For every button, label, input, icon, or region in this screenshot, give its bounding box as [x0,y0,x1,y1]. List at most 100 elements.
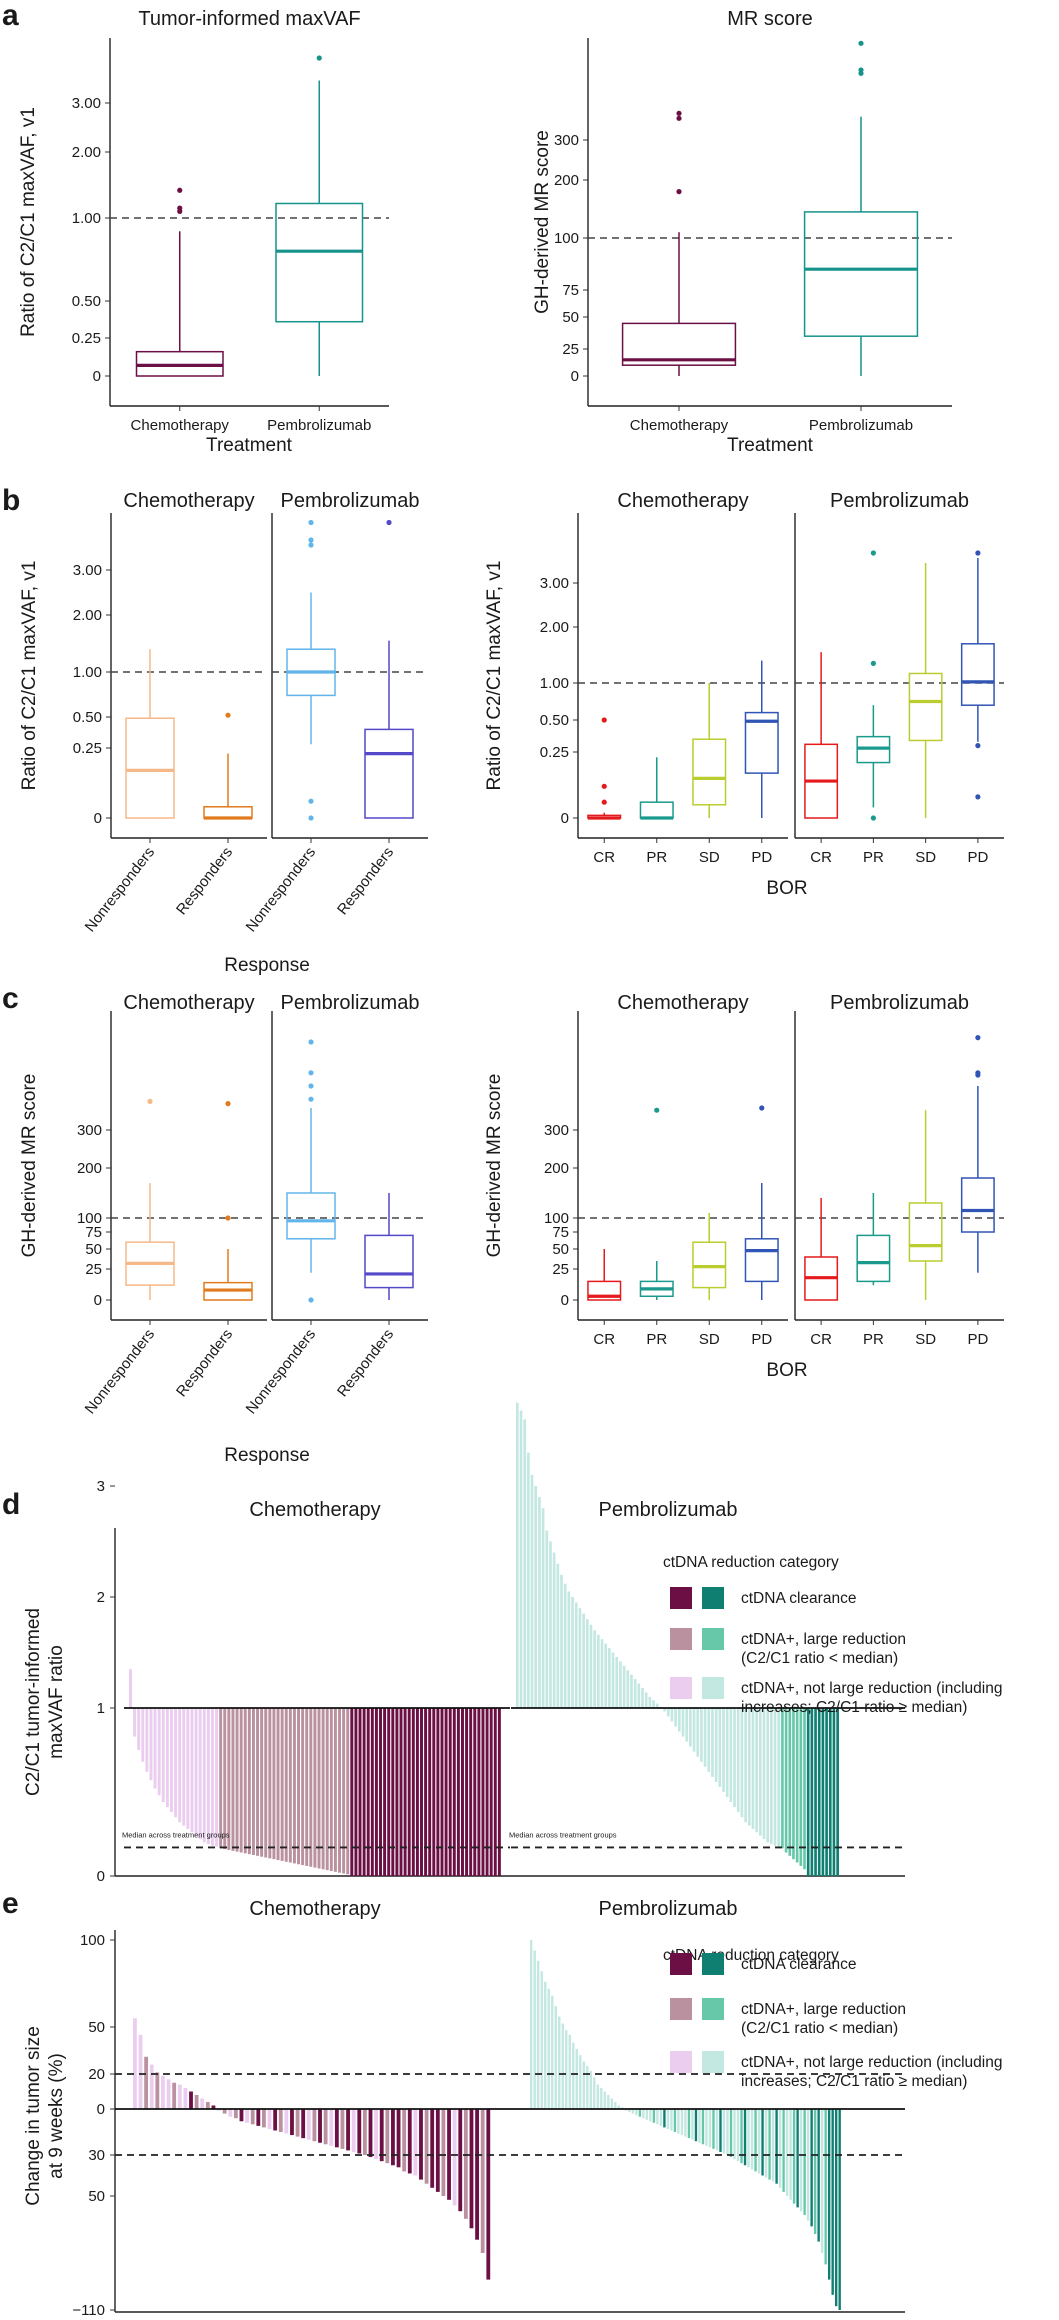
waterfall-bar [424,2109,429,2184]
waterfall-bar [149,2064,154,2109]
waterfall-bar [321,1708,325,1870]
x-tick-label: Responders [334,1326,397,1400]
box-responders [364,519,414,819]
box-nonresponders [125,649,175,819]
waterfall-bar [318,2109,322,2143]
box-cr [804,1198,839,1301]
waterfall-bar [575,2048,578,2109]
box-cr [587,1249,622,1301]
x-tick-label: PR [863,1331,884,1348]
waterfall-bar [358,1708,362,1876]
waterfall-bar [638,2109,642,2117]
x-tick-label: Pembrolizumab [809,417,913,434]
waterfall-bar [407,2109,412,2174]
waterfall-bar [608,1648,611,1708]
waterfall-bar [157,1708,161,1796]
x-tick-label: Responders [173,844,236,918]
waterfall-bar [814,1708,817,1876]
waterfall-bar [256,2109,261,2126]
waterfall-bar [803,2109,806,2215]
waterfall-bar [481,1708,485,1876]
waterfall-bar [441,2109,446,2196]
waterfall-series-chemotherapy [133,2018,491,2280]
waterfall-bar [838,2109,841,2310]
waterfall-bar [440,1708,444,1876]
waterfall-bar [334,2109,339,2148]
waterfall-bar [715,2109,719,2151]
waterfall-bar [290,2109,294,2136]
waterfall-bar [177,2084,182,2109]
waterfall-bar [551,1995,554,2109]
y-axis-label: GH-derived MR score [484,1074,505,1258]
waterfall-bar [534,1486,538,1708]
waterfall-bar [182,1708,186,1826]
waterfall-bar [563,1583,567,1708]
waterfall-bar [792,1708,795,1860]
waterfall-bar [325,1708,329,1871]
waterfall-bar [486,2109,491,2280]
waterfall-bar [222,2109,227,2114]
waterfall-bar [740,1708,744,1818]
waterfall-bar [828,1708,832,1876]
waterfall-bar [692,1708,696,1752]
waterfall-bar [666,2109,670,2129]
waterfall-bar [537,1960,540,2109]
waterfall-bar [610,2098,614,2109]
waterfall-bar [313,1708,317,1868]
waterfall-bar [810,1708,814,1876]
waterfall-bar [174,1708,178,1818]
x-axis-label: Response [224,955,310,976]
waterfall-bar [821,1708,825,1876]
waterfall-bar [827,2109,831,2280]
box-pd [744,660,779,818]
panel-label-e: e [2,1887,19,1920]
waterfall-bar [544,1981,547,2109]
legend-swatch [702,1953,724,1975]
box-responders [203,712,253,820]
x-tick-label: PR [646,1331,667,1348]
facet-title: Pembrolizumab [281,992,420,1014]
legend-label: ctDNA+, not large reduction (including in… [741,1680,1003,1716]
waterfall-bar [178,1708,182,1823]
legend-swatch [670,1953,692,1975]
waterfall-bar [784,1708,788,1853]
waterfall-bar [368,2109,373,2158]
box-nonresponders [286,1039,336,1303]
waterfall-bar [726,2109,729,2155]
waterfall-bar [447,2109,451,2200]
facet-title: Chemotherapy [617,490,748,512]
waterfall-bar [604,1643,608,1708]
waterfall-bar [691,2109,694,2140]
y-tick-label: 0.50 [540,712,569,729]
waterfall-bar [323,2109,328,2145]
iqr-box [960,643,995,706]
waterfall-bar [648,1696,652,1708]
waterfall-bar [239,1708,243,1853]
waterfall-bar [284,1708,288,1862]
legend-title: ctDNA reduction category [663,1554,839,1571]
legend-swatch [702,1677,724,1699]
waterfall-bar [554,2006,557,2109]
waterfall-bar [617,2105,621,2109]
y-axis-label: Ratio of C2/C1 maxVAF, v1 [484,561,505,791]
box-sd [692,683,727,818]
waterfall-bar [527,1452,530,1708]
waterfall-bar [652,1700,655,1708]
waterfall-bar [685,1708,689,1742]
waterfall-series-chemotherapy [129,1669,501,1876]
outlier-point [676,189,682,195]
median-label: Median across treatment groups [122,1830,230,1839]
waterfall-bar [469,2109,474,2229]
waterfall-bar [600,1639,604,1708]
waterfall-bar [489,1708,493,1876]
waterfall-bar [432,1708,436,1876]
waterfall-bar [278,2109,283,2132]
waterfall-bar [306,2109,311,2140]
waterfall-bar [473,1708,477,1876]
box-cr [587,717,622,820]
waterfall-bar [477,1708,481,1876]
facet-title: Pembrolizumab [830,992,969,1014]
x-tick-label: SD [699,1331,720,1348]
waterfall-bar [231,1708,235,1851]
